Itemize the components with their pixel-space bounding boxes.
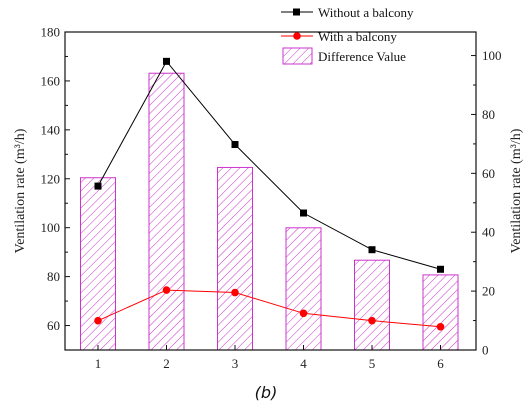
x-tick-label: 1 [95, 356, 102, 371]
x-tick-label: 2 [163, 356, 170, 371]
right-tick-label: 0 [482, 343, 489, 358]
left-axis-title: Ventilation rate (m³/h) [13, 128, 28, 253]
left-tick-label: 120 [41, 171, 61, 186]
right-tick-label: 100 [482, 48, 502, 63]
with-balcony-point [162, 286, 171, 294]
with-balcony-line [97, 289, 441, 328]
difference-bar [422, 274, 459, 351]
difference-bar [285, 227, 322, 351]
legend: Without a balcony With a balcony Differe… [281, 5, 414, 65]
hatch-swatch-icon [282, 47, 313, 65]
x-tick-label: 6 [437, 356, 444, 371]
legend-item-with-balcony: With a balcony [281, 29, 397, 44]
left-tick-label: 160 [41, 73, 61, 88]
left-tick-label: 80 [47, 269, 60, 284]
right-tick-label: 60 [482, 166, 495, 181]
legend-label-difference: Difference Value [318, 49, 406, 64]
line-series [94, 57, 445, 331]
right-tick-label: 40 [482, 225, 495, 240]
without-balcony-point [437, 265, 444, 273]
legend-item-difference: Difference Value [282, 47, 406, 65]
right-axis-title: Ventilation rate (m³/h) [509, 128, 524, 253]
figure-caption: (b) [254, 383, 278, 402]
right-tick-label: 80 [482, 107, 495, 122]
x-tick-label: 4 [300, 356, 307, 371]
without-balcony-point [368, 246, 376, 254]
without-balcony-point [94, 182, 102, 190]
circle-marker-icon [293, 32, 301, 40]
left-tick-label: 60 [47, 318, 60, 333]
right-tick-label: 20 [482, 284, 495, 299]
without-balcony-point [300, 209, 307, 217]
left-tick-label: 180 [41, 25, 61, 40]
difference-bar [354, 259, 390, 351]
with-balcony-point [436, 322, 445, 331]
left-tick-label: 100 [41, 220, 61, 235]
difference-bar [217, 166, 253, 351]
legend-item-without-balcony: Without a balcony [281, 5, 414, 20]
square-marker-icon [293, 8, 300, 16]
left-tick-label: 140 [41, 122, 61, 137]
with-balcony-point [94, 316, 102, 325]
x-tick-label: 5 [369, 356, 376, 371]
without-balcony-point [231, 141, 239, 149]
with-balcony-point [231, 288, 239, 297]
with-balcony-point [368, 316, 376, 325]
without-balcony-line [97, 60, 441, 270]
axis-ticks: 60 80 100 120 140 160 180 0 20 40 60 80 100 1 2 3 4 5 6 [41, 25, 502, 372]
x-tick-label: 3 [232, 356, 239, 371]
difference-bars [80, 72, 459, 351]
legend-label-without-balcony: Without a balcony [318, 5, 414, 20]
legend-label-with-balcony: With a balcony [318, 29, 397, 44]
without-balcony-point [163, 57, 170, 65]
difference-bar [148, 72, 185, 351]
chart-figure: 60 80 100 120 140 160 180 0 20 40 60 80 100 1 2 3 4 5 6 Ve… [13, 5, 524, 372]
with-balcony-point [299, 309, 308, 318]
plot-frame [64, 31, 477, 351]
